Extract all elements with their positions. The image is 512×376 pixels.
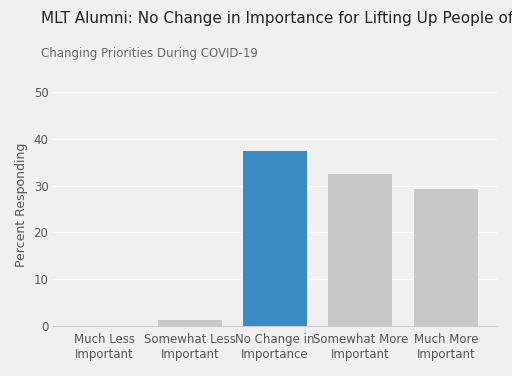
Text: Changing Priorities During COVID-19: Changing Priorities During COVID-19 — [41, 47, 258, 60]
Y-axis label: Percent Responding: Percent Responding — [15, 142, 28, 267]
Bar — [243, 150, 307, 326]
Bar — [414, 189, 478, 326]
Bar — [329, 174, 393, 326]
Bar — [158, 320, 222, 326]
Text: MLT Alumni: No Change in Importance for Lifting Up People of Color: MLT Alumni: No Change in Importance for … — [41, 11, 512, 26]
